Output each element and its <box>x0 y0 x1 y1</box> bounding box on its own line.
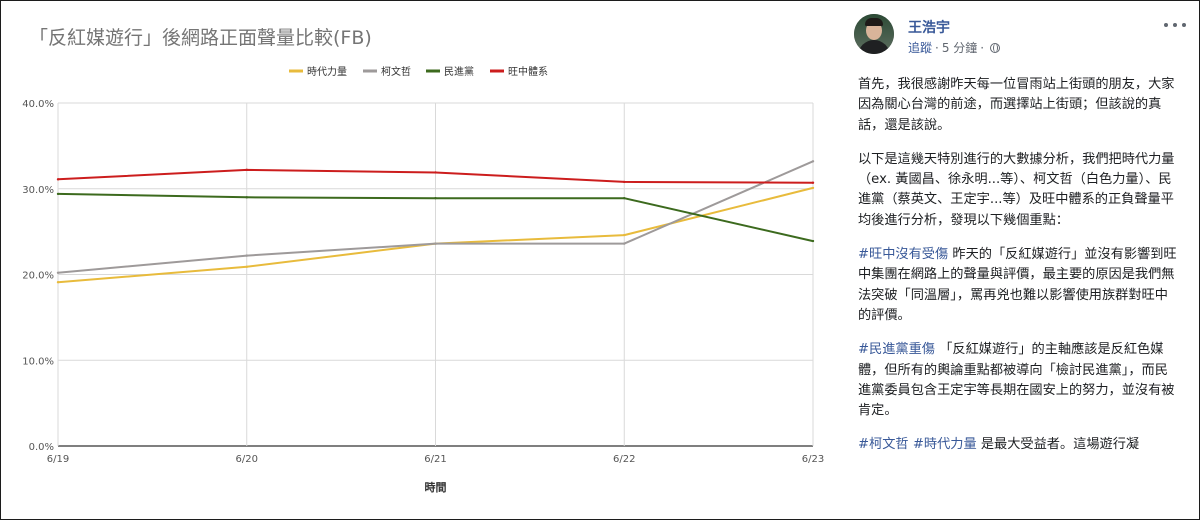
legend-label: 民進黨 <box>444 65 474 78</box>
data-point <box>56 271 60 274</box>
data-point <box>623 242 626 245</box>
data-point <box>623 233 626 237</box>
author-name[interactable]: 王浩宇 <box>908 20 950 36</box>
data-point <box>811 186 815 190</box>
chart-title: 「反紅媒遊行」後網路正面聲量比較(FB) <box>29 27 372 49</box>
data-point <box>434 242 437 245</box>
post-paragraph-1: 首先，我很感謝昨天每一位冒雨站上街頭的朋友，大家因為關心台灣的前途，而選擇站上街… <box>858 77 1175 133</box>
x-axis-label: 時間 <box>425 480 447 494</box>
data-point <box>623 196 626 200</box>
hashtag-link[interactable]: #柯文哲 <box>858 437 909 453</box>
legend-label: 旺中體系 <box>508 65 548 78</box>
post-paragraph-4: #民進黨重傷 「反紅媒遊行」的主軸應該是反紅色媒體，但所有的輿論重點都被導向「檢… <box>858 342 1175 419</box>
data-point <box>811 181 815 184</box>
chart-panel: 「反紅媒遊行」後網路正面聲量比較(FB) 0.0% 10.0% 20.0% 30.0%… <box>1 1 837 518</box>
legend-label: 時代力量 <box>307 65 347 78</box>
meta-separator: · <box>935 40 939 55</box>
hashtag-link[interactable]: #旺中沒有受傷 <box>858 247 949 263</box>
x-tick-label: 6/21 <box>424 454 446 465</box>
x-tick-label: 6/22 <box>613 454 635 465</box>
avatar[interactable] <box>854 14 894 54</box>
data-point <box>56 281 60 284</box>
post-timestamp[interactable]: 5 分鐘 <box>941 41 978 55</box>
data-point <box>245 168 248 172</box>
data-point <box>623 180 626 184</box>
data-point <box>56 178 60 181</box>
data-point <box>811 160 815 163</box>
globe-icon[interactable] <box>990 42 1001 53</box>
data-point <box>245 196 248 199</box>
data-point <box>811 239 815 243</box>
data-point <box>245 254 248 257</box>
hashtag-link[interactable]: #民進黨重傷 <box>858 342 935 358</box>
data-point <box>245 265 248 268</box>
hashtag-link[interactable]: #時代力量 <box>912 437 977 453</box>
post-body: 首先，我很感謝昨天每一位冒雨站上街頭的朋友，大家因為關心台灣的前途，而選擇站上街… <box>858 75 1180 470</box>
line-chart: 0.0% 10.0% 20.0% 30.0% 40.0% 6/19 6/20 6/21 6/22… <box>22 65 824 494</box>
y-tick-label: 30.0% <box>22 185 54 196</box>
post-paragraph-5: #柯文哲 #時代力量 是最大受益者。這場遊行凝 <box>858 437 1140 453</box>
facebook-post: 王浩宇 追蹤 · 5 分鐘 · 首先，我很感謝昨天每一位冒雨站上街頭的朋友，大家… <box>838 1 1198 518</box>
follow-button[interactable]: 追蹤 <box>908 41 933 55</box>
y-tick-label: 40.0% <box>22 99 54 110</box>
meta-separator-2: · <box>980 40 985 55</box>
post-paragraph-3: #旺中沒有受傷 昨天的「反紅媒遊行」並沒有影響到旺中集團在網路上的聲量與評價，最… <box>858 247 1177 323</box>
data-point <box>434 171 437 174</box>
data-point <box>434 196 437 200</box>
x-tick-label: 6/23 <box>802 454 824 465</box>
x-tick-label: 6/20 <box>236 454 258 465</box>
data-point <box>56 192 60 196</box>
y-tick-label: 20.0% <box>22 271 54 282</box>
y-tick-label: 0.0% <box>29 442 54 453</box>
more-dots-icon[interactable] <box>1164 21 1186 29</box>
post-paragraph-2: 以下是這幾天特別進行的大數據分析，我們把時代力量（ex. 黃國昌、徐永明...等… <box>858 151 1175 228</box>
post-meta: 追蹤 · 5 分鐘 · <box>908 39 1001 56</box>
x-tick-label: 6/19 <box>47 454 69 465</box>
legend-label: 柯文哲 <box>381 65 411 78</box>
y-tick-label: 10.0% <box>22 356 54 367</box>
